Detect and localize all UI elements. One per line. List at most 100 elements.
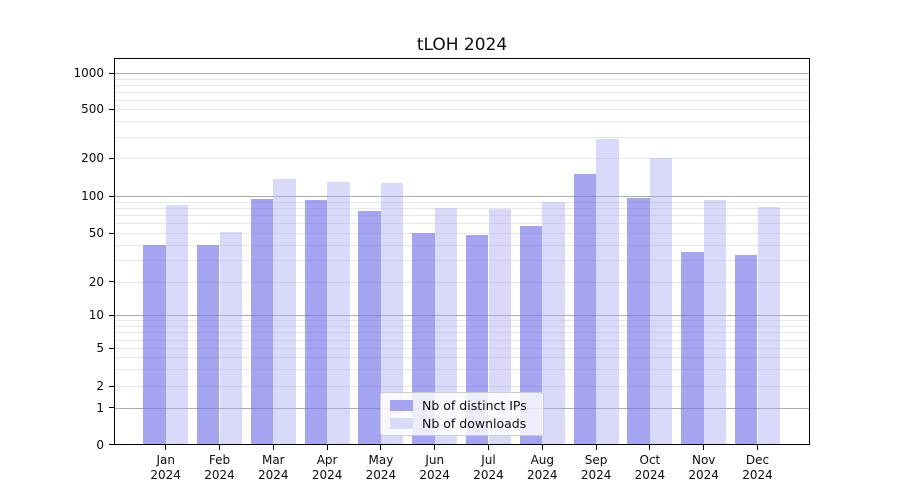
- x-axis-tick: [541, 445, 543, 450]
- minor-gridline: [114, 233, 810, 235]
- y-axis-tick: [109, 385, 114, 387]
- x-tick-label-month: Mar: [261, 453, 285, 467]
- x-tick-label-year: 2024: [258, 468, 289, 482]
- legend: Nb of distinct IPs Nb of downloads: [380, 392, 544, 436]
- plot-area: [114, 58, 810, 445]
- minor-gridline: [114, 281, 810, 283]
- x-tick-label-month: Feb: [208, 453, 231, 467]
- y-axis-tick: [109, 72, 114, 74]
- legend-swatch-downloads: [390, 417, 413, 429]
- bar-downloads-jan: [165, 204, 189, 445]
- x-tick-label: Dec 2024: [723, 453, 793, 483]
- x-tick-label-month: Sep: [584, 453, 608, 467]
- y-tick-label: 0: [96, 437, 104, 452]
- y-axis-tick: [109, 314, 114, 316]
- x-tick-label: Oct 2024: [615, 453, 685, 483]
- y-axis-tick: [109, 195, 114, 197]
- minor-gridline: [114, 357, 810, 359]
- x-tick-label-year: 2024: [419, 468, 450, 482]
- minor-gridline: [114, 348, 810, 350]
- bar-distinct-ips-dec: [734, 255, 758, 445]
- minor-gridline: [114, 158, 810, 160]
- y-tick-label: 2: [96, 379, 104, 393]
- x-tick-label-year: 2024: [742, 468, 773, 482]
- x-tick-label-year: 2024: [634, 468, 666, 482]
- x-tick-label-month: Aug: [530, 453, 555, 467]
- x-tick-label: Jan 2024: [131, 453, 201, 483]
- minor-gridline: [114, 78, 810, 80]
- x-tick-label-year: 2024: [473, 468, 504, 482]
- minor-gridline: [114, 109, 810, 111]
- x-axis-tick: [649, 445, 651, 450]
- bar-downloads-may: [380, 182, 404, 445]
- y-tick-label: 500: [81, 102, 104, 117]
- x-axis-tick: [595, 445, 597, 450]
- y-tick-label: 100: [81, 189, 104, 203]
- legend-label-downloads: Nb of downloads: [422, 415, 527, 431]
- minor-gridline: [114, 136, 810, 138]
- x-axis-tick: [165, 445, 167, 450]
- x-tick-label-month: May: [368, 453, 394, 467]
- y-axis-tick: [109, 232, 114, 234]
- minor-gridline: [114, 99, 810, 101]
- legend-label-distinct-ips: Nb of distinct IPs: [422, 397, 527, 413]
- bar-downloads-jun: [434, 208, 458, 445]
- x-tick-label-year: 2024: [688, 468, 719, 482]
- bar-distinct-ips-sep: [573, 173, 597, 445]
- left-spine: [114, 58, 115, 445]
- minor-gridline: [114, 260, 810, 262]
- x-axis-tick: [380, 445, 382, 450]
- y-axis-tick: [109, 347, 114, 349]
- top-spine: [114, 58, 810, 59]
- bar-distinct-ips-jan: [143, 245, 166, 445]
- x-tick-label-month: Oct: [639, 453, 661, 467]
- y-tick-label: 20: [88, 274, 104, 289]
- x-tick-label-year: 2024: [580, 468, 612, 482]
- y-axis-tick: [109, 407, 114, 409]
- x-tick-label: Nov 2024: [669, 453, 739, 483]
- bar-downloads-aug: [542, 201, 565, 445]
- bar-downloads-feb: [219, 232, 243, 445]
- bar-downloads-jul: [488, 209, 512, 445]
- x-tick-label: Feb 2024: [185, 453, 255, 483]
- x-tick-label: Jun 2024: [400, 453, 470, 483]
- y-tick-label: 1000: [73, 66, 104, 81]
- legend-item-downloads: Nb of downloads: [390, 416, 543, 431]
- y-tick-label: 5: [96, 341, 104, 356]
- legend-item-distinct-ips: Nb of distinct IPs: [390, 398, 543, 413]
- x-axis-tick: [703, 445, 705, 450]
- y-axis-tick: [109, 281, 114, 282]
- minor-gridline: [114, 201, 810, 203]
- x-tick-label-month: Jan: [156, 453, 175, 467]
- legend-swatch-distinct-ips: [390, 399, 413, 411]
- x-axis-line: [114, 444, 810, 445]
- x-tick-label: Jul 2024: [454, 453, 524, 483]
- major-gridline: [114, 196, 810, 197]
- minor-gridline: [114, 215, 810, 217]
- minor-gridline: [114, 369, 810, 371]
- x-tick-label-year: 2024: [365, 468, 397, 482]
- bar-distinct-ips-mar: [250, 198, 274, 445]
- minor-gridline: [114, 208, 810, 209]
- y-tick-label: 50: [88, 226, 104, 241]
- major-gridline: [114, 315, 810, 316]
- x-tick-label-month: Nov: [691, 453, 716, 467]
- x-tick-label: May 2024: [346, 453, 416, 483]
- right-spine: [809, 58, 810, 445]
- bar-distinct-ips-nov: [681, 252, 704, 445]
- y-axis-tick: [109, 108, 114, 110]
- y-tick-label: 10: [88, 308, 104, 322]
- x-axis-tick: [219, 445, 220, 450]
- x-tick-label: Mar 2024: [238, 453, 308, 483]
- x-tick-label: Sep 2024: [561, 453, 631, 483]
- major-gridline: [114, 73, 810, 75]
- y-tick-label: 1: [96, 400, 104, 415]
- x-tick-label: Aug 2024: [507, 453, 577, 483]
- y-axis-tick: [109, 444, 114, 445]
- minor-gridline: [114, 245, 810, 247]
- minor-gridline: [114, 325, 810, 327]
- x-tick-label: Apr 2024: [292, 453, 362, 483]
- minor-gridline: [114, 223, 810, 225]
- x-tick-label-year: 2024: [311, 468, 343, 482]
